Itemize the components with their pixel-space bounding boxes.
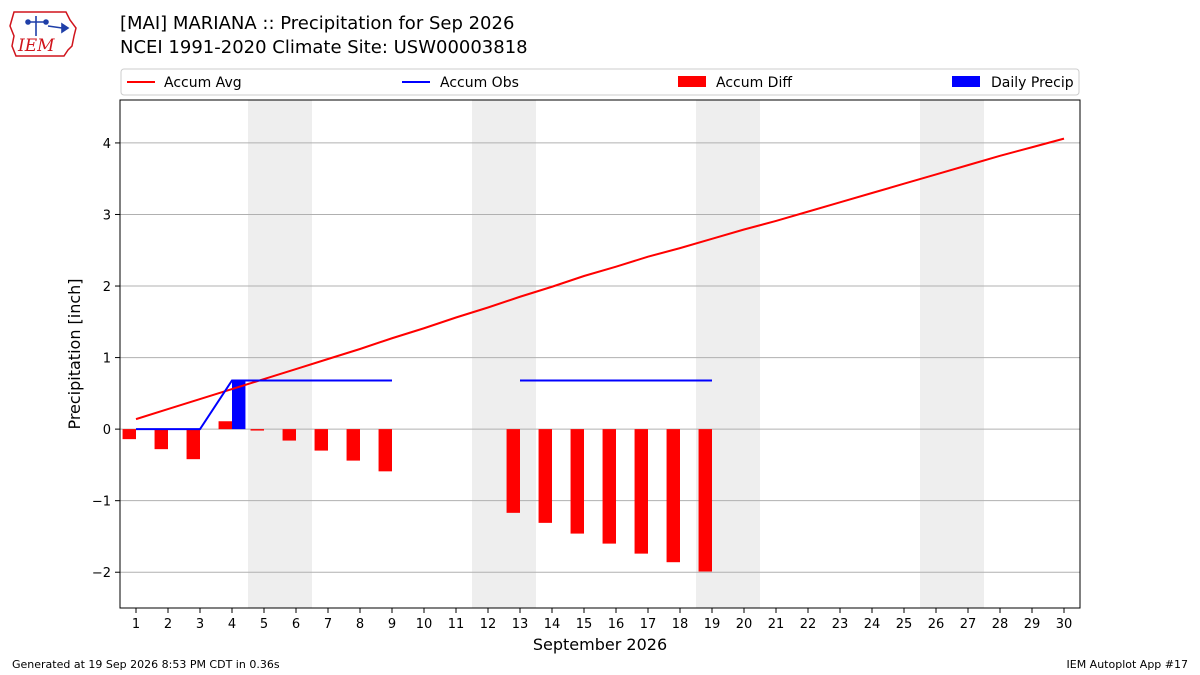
y-tick-label: −2 xyxy=(92,566,111,581)
legend-entry-accum-diff: Accum Diff xyxy=(678,75,792,91)
accum-diff-bar xyxy=(570,429,584,534)
x-tick-label: 20 xyxy=(736,617,753,632)
y-tick-label: 2 xyxy=(103,280,111,295)
footer-generated-text: Generated at 19 Sep 2026 8:53 PM CDT in … xyxy=(12,658,280,671)
x-tick-label: 3 xyxy=(196,617,204,632)
accum-diff-bar xyxy=(378,429,392,472)
x-tick-label: 22 xyxy=(800,617,817,632)
legend-label-accum-diff: Accum Diff xyxy=(716,75,792,91)
legend-label-accum-avg: Accum Avg xyxy=(164,75,242,91)
legend-entry-daily-precip: Daily Precip xyxy=(952,75,1074,91)
accum-diff-bar xyxy=(538,429,552,523)
x-tick-label: 5 xyxy=(260,617,268,632)
x-tick-label: 16 xyxy=(608,617,625,632)
accum-diff-bar xyxy=(698,429,712,572)
accum-diff-bar xyxy=(602,429,616,544)
x-tick-label: 12 xyxy=(480,617,497,632)
legend: Accum Avg Accum Obs Accum Diff Daily Pre… xyxy=(120,68,1080,96)
footer-app-text: IEM Autoplot App #17 xyxy=(1066,658,1189,671)
chart-title-line2: NCEI 1991-2020 Climate Site: USW00003818 xyxy=(120,37,528,58)
accum-diff-bar xyxy=(666,429,680,563)
daily-precip-bar xyxy=(232,380,246,430)
weekend-shading xyxy=(248,100,984,608)
x-axis-ticks: 1 2 3 4 5 6 7 8 9 10 11 12 13 14 15 16 17 18 19 20 21 22 23 24 2… xyxy=(132,608,1072,632)
x-tick-label: 7 xyxy=(324,617,332,632)
y-axis-ticks: −2 −1 0 1 2 3 4 xyxy=(92,137,120,581)
x-tick-label: 10 xyxy=(416,617,433,632)
x-tick-label: 23 xyxy=(832,617,849,632)
accum-diff-bar xyxy=(634,429,648,554)
x-tick-label: 2 xyxy=(164,617,172,632)
legend-swatch-accum-diff xyxy=(678,76,706,87)
accum-avg-line xyxy=(135,137,1065,421)
accum-diff-bar xyxy=(154,429,168,450)
y-tick-label: −1 xyxy=(92,495,111,510)
x-tick-label: 13 xyxy=(512,617,529,632)
chart-title-line1: [MAI] MARIANA :: Precipitation for Sep 2… xyxy=(120,13,515,34)
y-tick-label: 1 xyxy=(103,352,111,367)
y-axis-label: Precipitation [inch] xyxy=(65,278,84,429)
accum-diff-bar xyxy=(346,429,360,461)
iem-logo: IEM xyxy=(9,11,77,57)
x-tick-label: 21 xyxy=(768,617,785,632)
gridlines xyxy=(120,142,1080,573)
accum-diff-bar xyxy=(506,429,520,513)
x-tick-label: 1 xyxy=(132,617,140,632)
x-tick-label: 26 xyxy=(928,617,945,632)
y-tick-label: 0 xyxy=(103,423,111,438)
daily-precip-bars xyxy=(232,380,246,430)
x-tick-label: 6 xyxy=(292,617,300,632)
accum-diff-bar xyxy=(218,421,232,430)
accum-diff-bar xyxy=(186,429,200,460)
weather-station-icon xyxy=(25,16,70,36)
logo-text: IEM xyxy=(17,36,55,56)
x-axis-label: September 2026 xyxy=(533,635,667,654)
y-tick-label: 3 xyxy=(103,208,111,223)
x-tick-label: 15 xyxy=(576,617,593,632)
x-tick-label: 18 xyxy=(672,617,689,632)
legend-label-accum-obs: Accum Obs xyxy=(440,75,519,91)
weekend-band-4 xyxy=(920,100,984,608)
accum-diff-bars xyxy=(122,421,712,572)
x-tick-label: 24 xyxy=(864,617,881,632)
accum-obs-line-segment-1 xyxy=(136,379,392,431)
accum-obs-series xyxy=(136,379,712,431)
legend-entry-accum-obs: Accum Obs xyxy=(402,75,519,91)
accum-diff-bar xyxy=(122,429,136,440)
x-tick-label: 14 xyxy=(544,617,561,632)
accum-avg-series xyxy=(135,137,1065,421)
weekend-band-1 xyxy=(248,100,312,608)
accum-diff-bar xyxy=(250,429,264,431)
x-tick-label: 27 xyxy=(960,617,977,632)
x-tick-label: 4 xyxy=(228,617,236,632)
x-tick-label: 30 xyxy=(1056,617,1073,632)
plot-frame xyxy=(119,99,1081,609)
legend-label-daily-precip: Daily Precip xyxy=(991,75,1074,91)
x-tick-label: 11 xyxy=(448,617,465,632)
x-tick-label: 9 xyxy=(388,617,396,632)
legend-swatch-daily-precip xyxy=(952,76,980,87)
accum-diff-bar xyxy=(314,429,328,451)
accum-diff-bar xyxy=(282,429,296,441)
iowa-outline-icon xyxy=(9,11,77,57)
y-tick-label: 4 xyxy=(103,137,111,152)
legend-entry-accum-avg: Accum Avg xyxy=(127,75,242,91)
x-tick-label: 25 xyxy=(896,617,913,632)
weekend-band-2 xyxy=(472,100,536,608)
legend-frame xyxy=(120,68,1080,96)
x-tick-label: 19 xyxy=(704,617,721,632)
x-tick-label: 28 xyxy=(992,617,1009,632)
x-tick-label: 17 xyxy=(640,617,657,632)
x-tick-label: 8 xyxy=(356,617,364,632)
x-tick-label: 29 xyxy=(1024,617,1041,632)
